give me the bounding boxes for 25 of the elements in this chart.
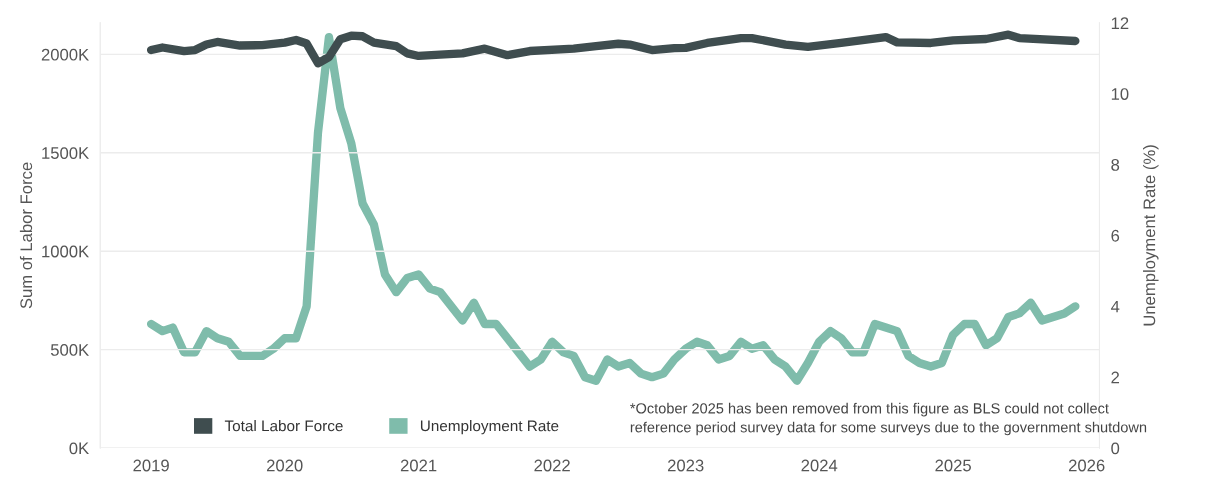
y-tick-label: 500K [50,344,89,356]
y2-tick-label: 2 [1111,371,1120,384]
y2-axis-title: Unemployment Rate (%) [1143,145,1159,326]
legend-label: Unemployment Rate [420,420,559,435]
annotation: *October 2025 has been removed from this figure as BLS could not collect reference period survey data for some surveys due to the government shutdown [630,402,1147,436]
y2-tick-label: 4 [1110,300,1120,313]
y2-tick-label: 8 [1111,159,1120,171]
x-tick-label: 2026 [1068,459,1105,472]
y2-tick-label: 6 [1111,229,1120,242]
y2-tick-label: 0 [1111,442,1120,455]
y-axis-title: Sum of Labor Force [19,162,33,309]
x-tick-label: 2022 [534,459,570,472]
y-tick-label: 1500K [42,147,89,159]
x-tick-label: 2024 [801,459,838,472]
y-tick-label: 2000K [41,48,89,61]
y-tick-label: 1000K [42,245,89,258]
legend-label: Total Labor Force [224,420,343,432]
y-tick-label: 0K [69,442,89,455]
y2-tick-label: 12 [1111,17,1129,29]
x-tick-label: 2021 [400,459,437,472]
x-tick-label: 2019 [133,459,169,472]
x-tick-label: 2020 [266,459,303,472]
y2-tick-label: 10 [1111,88,1129,100]
x-tick-label: 2023 [667,459,704,472]
x-tick-label: 2025 [935,459,971,472]
